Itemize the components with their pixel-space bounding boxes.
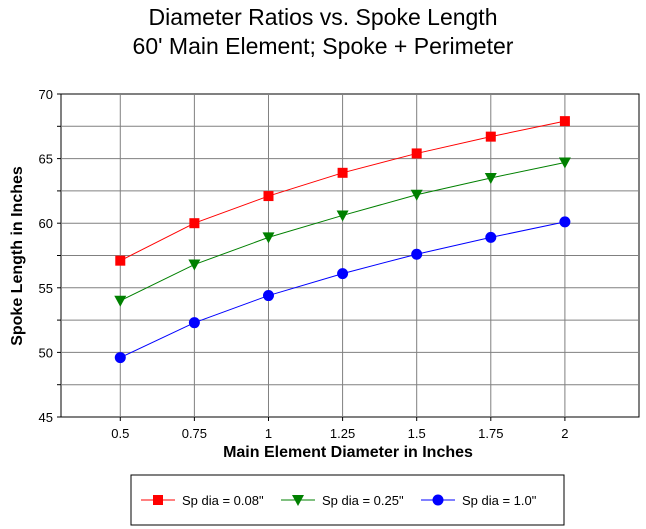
y-tick-label: 50 (39, 345, 53, 360)
y-tick-label: 70 (39, 87, 53, 102)
x-tick-label: 1.25 (330, 426, 355, 441)
chart-subtitle: 60' Main Element; Spoke + Perimeter (133, 33, 514, 59)
y-axis-ticks: 45 50 55 60 65 70 (39, 87, 61, 425)
x-tick-label: 1.5 (408, 426, 426, 441)
legend-item: Sp dia = 0.25" (281, 493, 404, 508)
data-point (559, 116, 570, 127)
y-tick-label: 45 (39, 410, 53, 425)
legend-label: Sp dia = 0.08" (182, 493, 264, 508)
legend-label: Sp dia = 0.25" (322, 493, 404, 508)
data-point (263, 191, 274, 202)
y-axis-label: Spoke Length in Inches (9, 166, 26, 346)
data-point (189, 218, 200, 229)
data-point (114, 295, 127, 307)
y-tick-label: 55 (39, 281, 53, 296)
series-2 (114, 157, 571, 307)
data-point (484, 172, 497, 184)
data-point (262, 232, 275, 244)
y-tick-label: 65 (39, 152, 53, 167)
data-point (188, 317, 200, 329)
legend-marker (432, 494, 444, 506)
series-1 (115, 116, 570, 266)
data-point (485, 231, 497, 243)
data-point (337, 268, 349, 280)
data-point (262, 290, 274, 302)
x-tick-label: 1.75 (478, 426, 503, 441)
data-point (411, 248, 423, 260)
legend (130, 474, 565, 526)
legend-item: Sp dia = 1.0" (421, 493, 537, 508)
x-tick-label: 0.5 (111, 426, 129, 441)
data-point (559, 216, 571, 228)
data-point (558, 157, 571, 169)
legend-item: Sp dia = 0.08" (141, 493, 264, 508)
series-3 (114, 216, 571, 364)
y-tick-label: 60 (39, 216, 53, 231)
data-point (485, 131, 496, 142)
legend-marker (292, 495, 304, 506)
data-point (115, 255, 126, 266)
data-point (411, 148, 422, 159)
legend-items: Sp dia = 0.08" Sp dia = 0.25" Sp dia = 1.0… (141, 493, 537, 508)
x-axis-label: Main Element Diameter in Inches (223, 444, 473, 461)
x-tick-label: 2 (561, 426, 568, 441)
grid (61, 94, 639, 417)
data-point (114, 352, 126, 364)
data-point (336, 210, 349, 222)
legend-marker (153, 495, 163, 505)
x-tick-label: 1 (265, 426, 272, 441)
data-point (188, 259, 201, 271)
x-tick-label: 0.75 (182, 426, 207, 441)
x-axis-ticks: 0.5 0.75 1 1.25 1.5 1.75 2 (111, 417, 569, 441)
series-group (114, 116, 571, 364)
chart-title: Diameter Ratios vs. Spoke Length (148, 4, 497, 30)
legend-label: Sp dia = 1.0" (462, 493, 537, 508)
data-point (410, 189, 423, 201)
data-point (337, 167, 348, 178)
